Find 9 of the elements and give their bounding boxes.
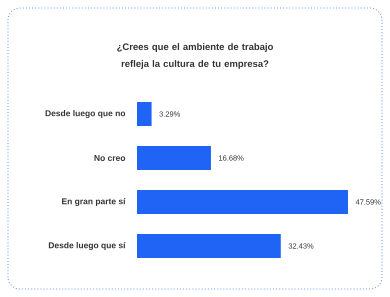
y-tick-label: En gran parte sí xyxy=(62,198,126,206)
y-tick-label: Desde luego que no xyxy=(46,110,126,118)
bar xyxy=(137,146,211,170)
y-tick-label: No creo xyxy=(94,155,126,161)
bar xyxy=(137,234,281,258)
bar xyxy=(137,190,348,214)
chart-title: ¿Crees que el ambiente de trabajo refleja la cultura de tu empresa? xyxy=(117,43,273,69)
bar xyxy=(137,102,152,126)
y-tick-label: Desde luego que sí xyxy=(48,242,126,250)
